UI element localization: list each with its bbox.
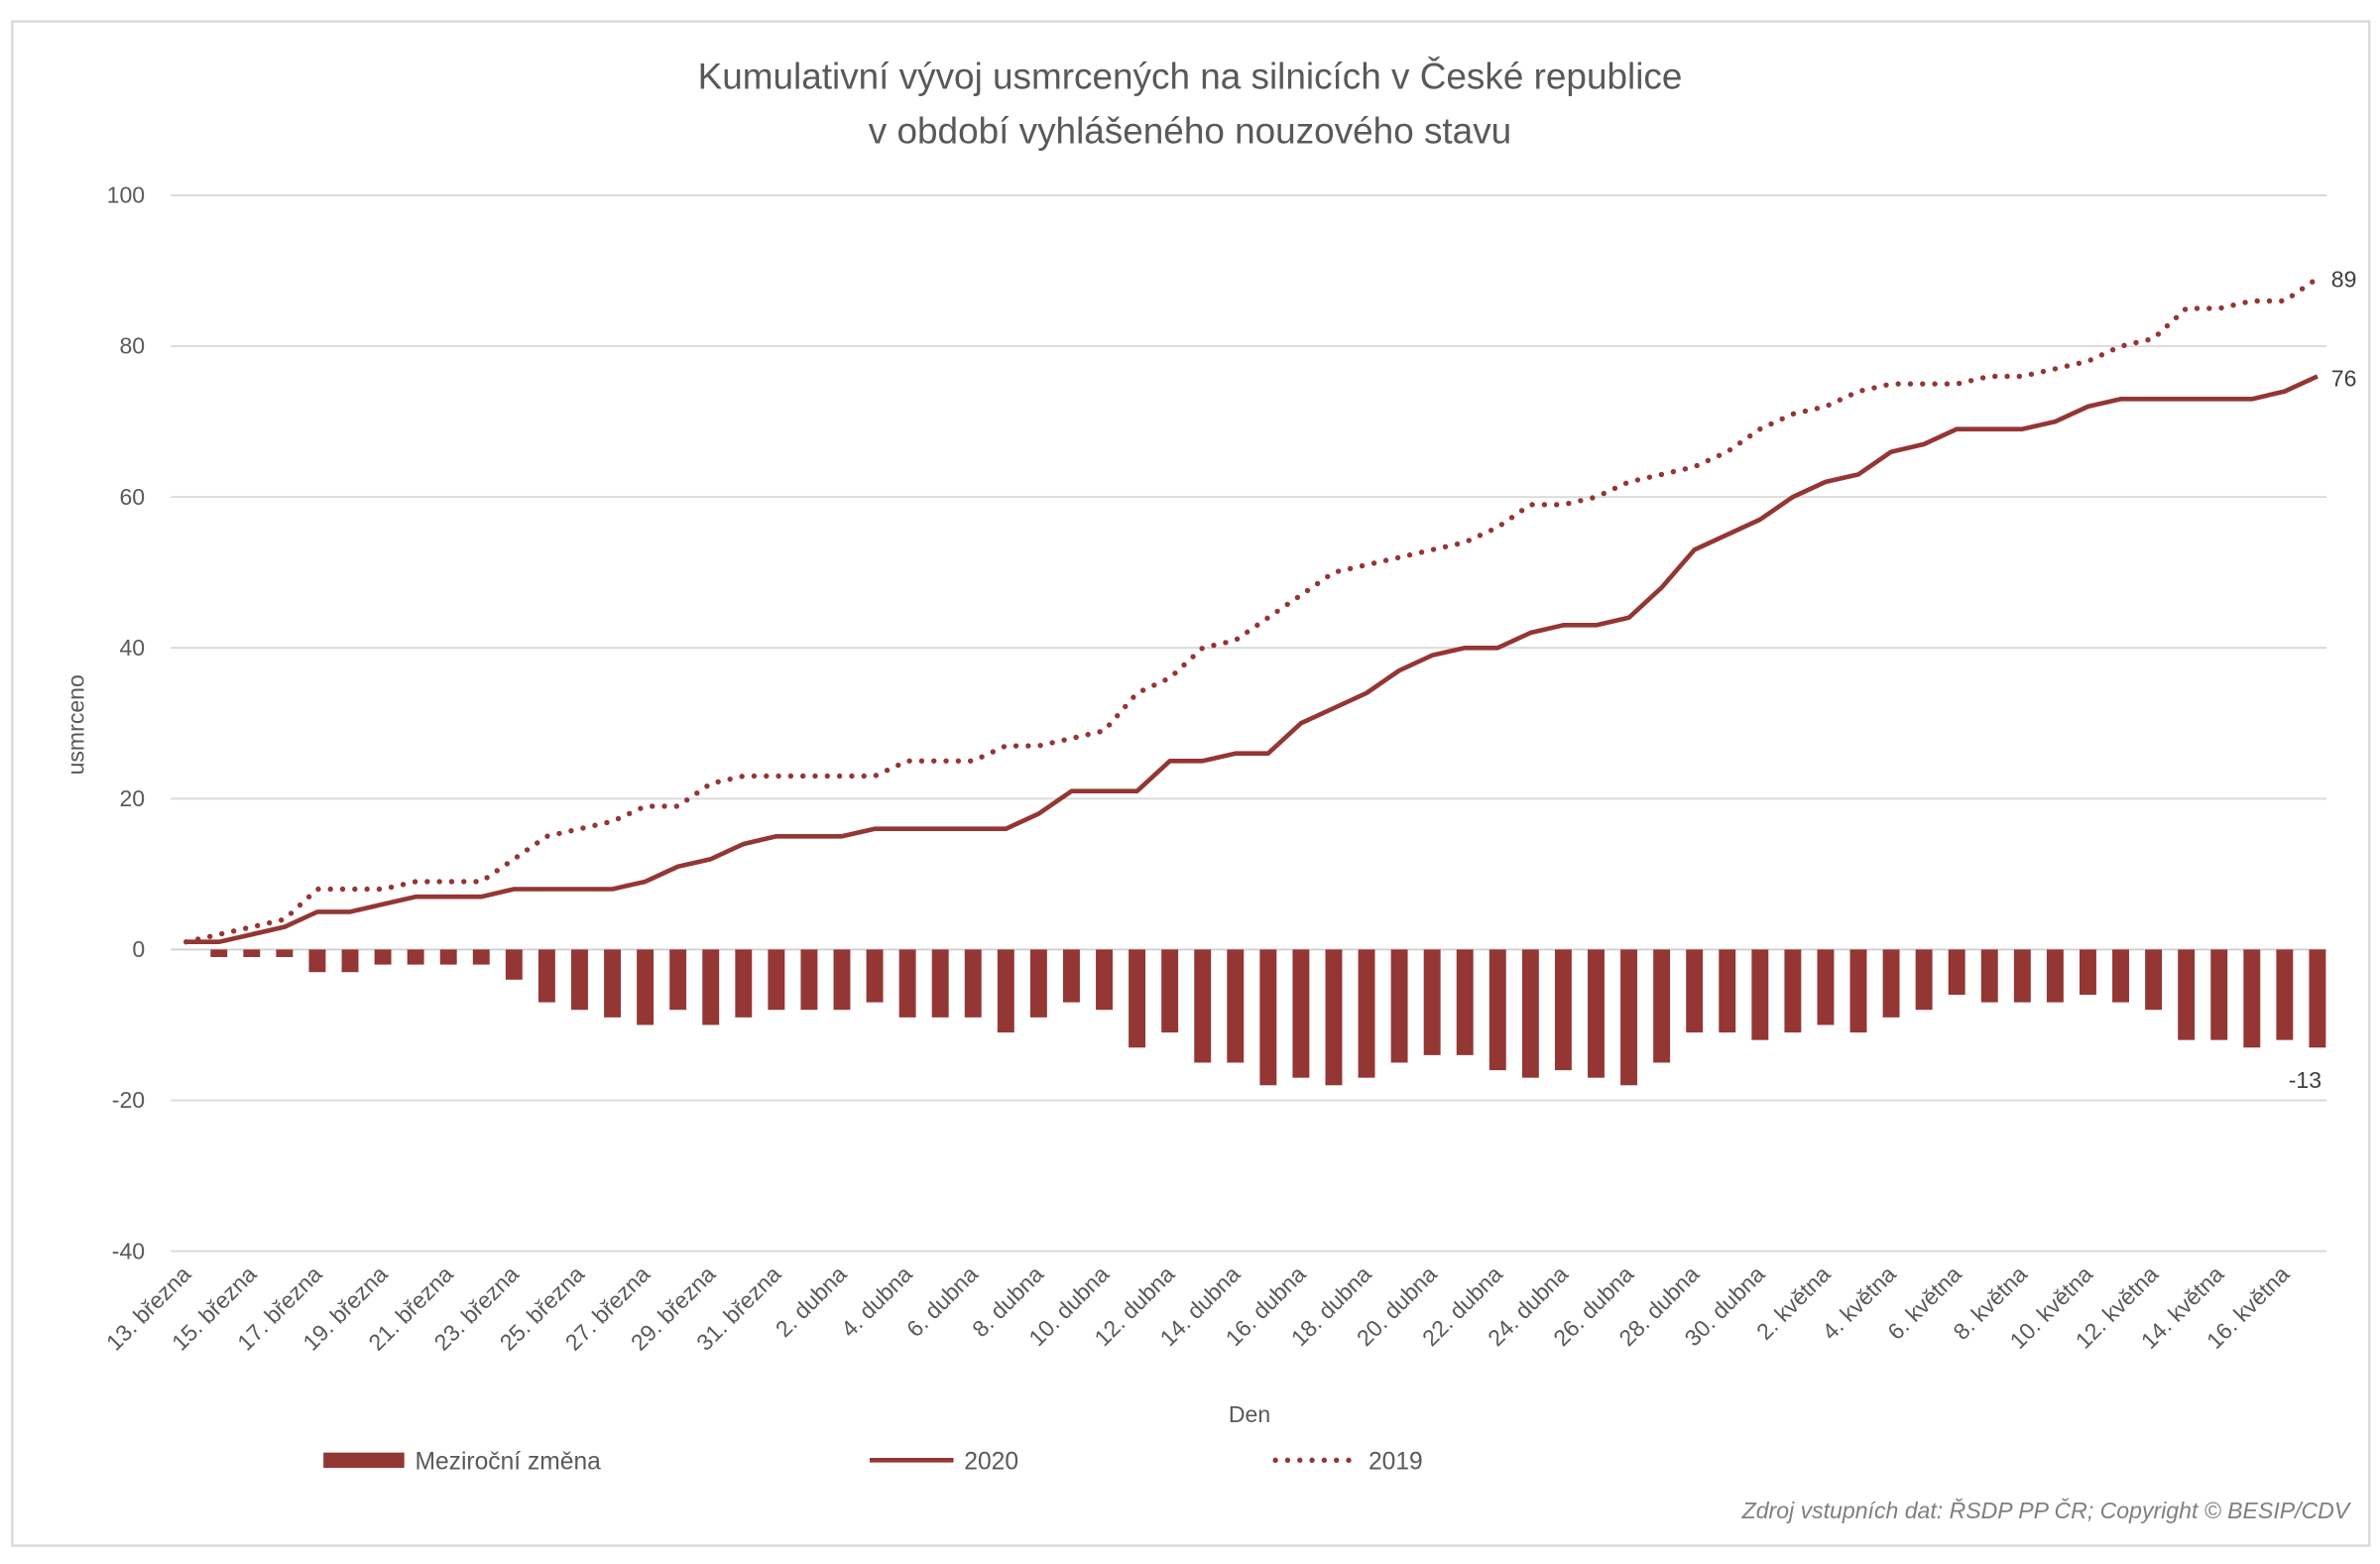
bar xyxy=(866,949,884,1003)
bar xyxy=(243,949,261,958)
gridlines xyxy=(171,194,2327,1253)
legend-swatch-bar xyxy=(323,1452,405,1469)
line-2020 xyxy=(185,374,2319,945)
bar xyxy=(735,949,753,1018)
chart-frame xyxy=(11,20,2371,1547)
bar xyxy=(1129,949,1146,1048)
bar xyxy=(407,949,424,965)
bar xyxy=(276,949,294,958)
chart-title-line2: v období vyhlášeného nouzového stavu xyxy=(869,111,1511,152)
bar xyxy=(1227,949,1245,1063)
bar xyxy=(669,949,687,1011)
bar xyxy=(1653,949,1671,1063)
bar xyxy=(2080,949,2096,996)
data-label-2020: 76 xyxy=(2331,365,2357,391)
bar xyxy=(2178,949,2196,1040)
bar xyxy=(1161,949,1179,1033)
bar xyxy=(833,949,851,1011)
bar xyxy=(308,949,326,973)
bar xyxy=(768,949,785,1011)
bars xyxy=(210,949,2326,1086)
y-axis-title: usmrceno xyxy=(63,674,89,775)
data-label-2019: 89 xyxy=(2331,266,2357,292)
bar xyxy=(2210,949,2228,1040)
legend-label-2020: 2020 xyxy=(964,1449,1018,1476)
bar xyxy=(1194,949,1212,1063)
bar xyxy=(1980,949,1998,1003)
bar xyxy=(2046,949,2064,1003)
y-axis-ticks: 100 80 60 40 20 0 -20 -40 xyxy=(107,182,145,1264)
bar xyxy=(1259,949,1277,1086)
chart-title-line1: Kumulativní vývoj usmrcených na silnicíc… xyxy=(698,56,1683,96)
bar xyxy=(1423,949,1441,1055)
x-axis-title: Den xyxy=(1229,1401,1270,1427)
bar xyxy=(1488,949,1506,1071)
bar xyxy=(1620,949,1638,1086)
bar xyxy=(1588,949,1605,1078)
bar xyxy=(2112,949,2129,1003)
bar xyxy=(2309,949,2326,1048)
bar xyxy=(1096,949,1113,1011)
bar xyxy=(1882,949,1900,1018)
bar xyxy=(210,949,228,958)
source-note: Zdroj vstupních dat: ŘSDP PP ČR; Copyrig… xyxy=(1741,1497,2352,1523)
bar xyxy=(1719,949,1736,1033)
bar xyxy=(2013,949,2031,1003)
y-tick-label: -40 xyxy=(112,1238,145,1263)
bar xyxy=(1817,949,1835,1025)
bar xyxy=(1062,949,1080,1003)
y-tick-label: 40 xyxy=(119,635,145,661)
bar xyxy=(604,949,621,1018)
bar xyxy=(1358,949,1375,1078)
bar xyxy=(439,949,457,965)
bar xyxy=(374,949,392,965)
bar xyxy=(997,949,1014,1033)
bar xyxy=(1521,949,1539,1078)
legend-label-2019: 2019 xyxy=(1368,1449,1423,1476)
bar xyxy=(931,949,949,1018)
bar xyxy=(1554,949,1572,1071)
bar xyxy=(2243,949,2261,1048)
legend: Meziroční změna 2020 2019 xyxy=(323,1449,1423,1476)
bar xyxy=(571,949,588,1011)
bar xyxy=(800,949,818,1011)
bar xyxy=(1390,949,1408,1063)
bar xyxy=(472,949,490,965)
y-tick-label: 60 xyxy=(119,484,145,510)
bar xyxy=(2145,949,2163,1011)
bar xyxy=(1456,949,1474,1055)
bar xyxy=(1849,949,1867,1033)
y-tick-label: -20 xyxy=(112,1087,145,1113)
y-tick-label: 0 xyxy=(132,936,145,962)
y-tick-label: 20 xyxy=(119,785,145,811)
bar xyxy=(964,949,982,1018)
bar xyxy=(1784,949,1802,1033)
bar xyxy=(505,949,523,980)
bar xyxy=(1325,949,1343,1086)
y-tick-label: 100 xyxy=(107,182,145,208)
bar xyxy=(1029,949,1047,1018)
bar xyxy=(2276,949,2294,1040)
bar xyxy=(1751,949,1769,1040)
data-label-bar: -13 xyxy=(2289,1067,2321,1093)
bar xyxy=(702,949,720,1025)
y-tick-label: 80 xyxy=(119,333,145,359)
bar xyxy=(898,949,916,1018)
legend-label-bar: Meziroční změna xyxy=(415,1449,601,1476)
bar xyxy=(1686,949,1704,1033)
bar xyxy=(1915,949,1933,1011)
bar xyxy=(1948,949,1965,996)
bar xyxy=(537,949,555,1003)
bar xyxy=(341,949,359,973)
bar xyxy=(1292,949,1310,1078)
lines xyxy=(183,275,2320,945)
bar xyxy=(637,949,654,1025)
